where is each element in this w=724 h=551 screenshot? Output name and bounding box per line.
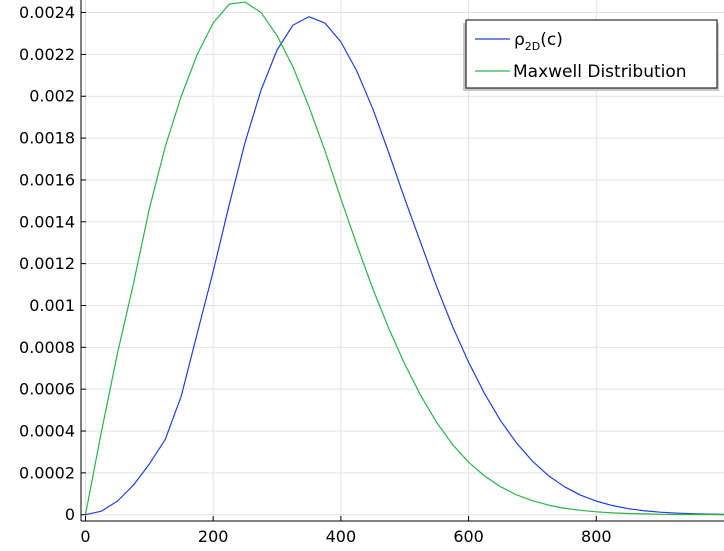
y-tick-label-8: 0.0016	[19, 170, 75, 189]
series-line-0	[85, 16, 724, 516]
series-layer	[84, 1, 724, 516]
y-tick-label-1: 0.0002	[19, 463, 75, 482]
y-tick-label-10: 0.002	[29, 87, 75, 106]
x-tick-label-1: 200	[198, 527, 229, 546]
grid	[81, 0, 724, 521]
legend: ρ2D(c) Maxwell Distribution	[463, 19, 719, 91]
x-tick-label-4: 800	[581, 527, 612, 546]
x-tick-label-3: 600	[453, 527, 484, 546]
y-tick-label-5: 0.001	[29, 296, 75, 315]
tick-labels: 0 200 400 600 800 0 0.0002 0.0004 0.0006 0.0008 0.…	[19, 3, 612, 546]
y-tick-label-6: 0.0012	[19, 254, 75, 273]
y-tick-label-11: 0.0022	[19, 45, 75, 64]
y-tick-label-3: 0.0006	[19, 380, 75, 399]
legend-box	[465, 19, 718, 89]
y-tick-label-7: 0.0014	[19, 212, 75, 231]
y-tick-label-9: 0.0018	[19, 129, 75, 148]
x-tick-label-0: 0	[80, 527, 90, 546]
y-tick-label-4: 0.0008	[19, 338, 75, 357]
legend-label-rho2d: ρ2D(c)	[514, 30, 563, 53]
axes	[80, 0, 724, 522]
legend-label-rho2d-tail: (c)	[540, 30, 563, 50]
y-tick-label-2: 0.0004	[19, 422, 75, 441]
x-tick-label-2: 400	[326, 527, 357, 546]
series-line-1	[84, 1, 724, 516]
legend-label-rho2d-main: ρ	[514, 30, 525, 50]
y-tick-label-12: 0.0024	[19, 3, 75, 22]
legend-label-rho2d-sub: 2D	[525, 40, 540, 53]
legend-label-maxwell: Maxwell Distribution	[513, 62, 687, 82]
y-tick-label-0: 0	[65, 505, 75, 524]
